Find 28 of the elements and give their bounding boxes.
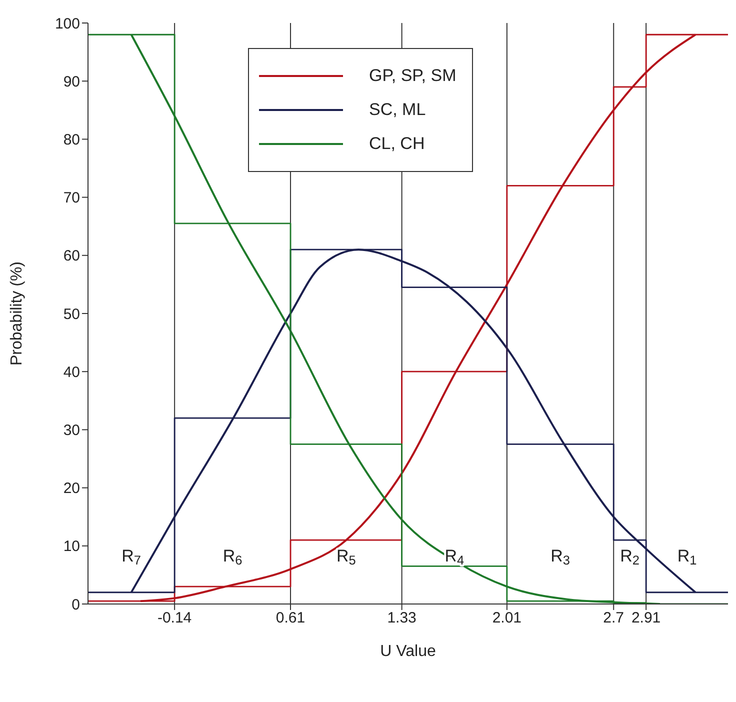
x-tick-label: 0.61 xyxy=(276,610,306,627)
x-tick-label: 1.33 xyxy=(387,610,416,627)
y-tick-label: 90 xyxy=(63,73,80,90)
x-tick-label: 2.7 xyxy=(603,610,624,627)
y-tick-label: 70 xyxy=(63,190,80,207)
annotation: R$_{2}$ xyxy=(620,547,640,568)
y-tick-label: 40 xyxy=(63,364,80,381)
annotation: R$_{7}$ xyxy=(122,547,141,568)
annotation: R$_{6}$ xyxy=(222,547,242,568)
annotation: R$_{5}$ xyxy=(336,547,356,568)
y-tick-label: 10 xyxy=(63,538,80,556)
legend-label: CL, CH xyxy=(369,134,425,154)
y-tick-label: 50 xyxy=(63,306,80,323)
y-tick-label: 60 xyxy=(63,248,80,265)
y-axis-title: Probability (%) xyxy=(8,261,26,366)
y-tick-label: 30 xyxy=(63,422,80,440)
annotation: R$_{3}$ xyxy=(550,547,570,568)
legend-label: SC, ML xyxy=(369,100,426,120)
y-tick-label: 100 xyxy=(54,15,80,32)
y-tick-label: 0 xyxy=(72,596,80,614)
x-tick-label: 2.91 xyxy=(631,610,661,627)
annotation: R$_{1}$ xyxy=(677,547,697,568)
x-axis-title: U Value xyxy=(380,643,436,660)
x-tick-label: -0.14 xyxy=(157,610,192,627)
y-tick-label: 20 xyxy=(63,480,80,498)
x-tick-label: 2.01 xyxy=(492,610,522,627)
legend-label: GP, SP, SM xyxy=(369,66,456,86)
y-tick-label: 80 xyxy=(63,132,80,149)
